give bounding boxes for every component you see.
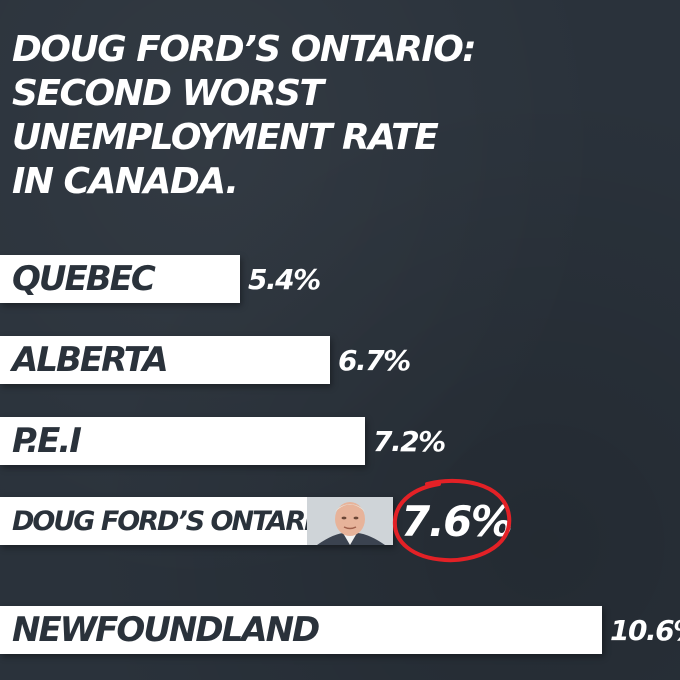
chart-title: DOUG FORD’S ONTARIO: SECOND WORST UNEMPL… [12,28,572,204]
portrait-icon [307,497,393,545]
bar-p-e-i: P.E.I [0,417,365,465]
bar-label-newfoundland: NEWFOUNDLAND [12,610,320,650]
portrait-photo [307,497,393,545]
title-line: SECOND WORST [12,73,324,114]
title-line: IN CANADA. [12,161,239,202]
value-label-doug-ford-s-ontario: 7.6% [401,496,513,546]
value-label-p-e-i: 7.2% [373,424,446,458]
bar-label-doug-ford-s-ontario: DOUG FORD’S ONTARIO [12,505,335,537]
bar-label-quebec: QUEBEC [12,259,156,299]
bar-label-alberta: ALBERTA [12,340,169,380]
bar-newfoundland: NEWFOUNDLAND [0,606,602,654]
title-line: DOUG FORD’S ONTARIO: [12,29,477,70]
title-line: UNEMPLOYMENT RATE [12,117,439,158]
bar-doug-ford-s-ontario: DOUG FORD’S ONTARIO [0,497,393,545]
value-label-alberta: 6.7% [338,343,411,377]
value-label-newfoundland: 10.6% [610,613,680,647]
bar-quebec: QUEBEC [0,255,240,303]
bar-alberta: ALBERTA [0,336,330,384]
value-label-quebec: 5.4% [248,262,321,296]
bar-label-p-e-i: P.E.I [12,421,82,461]
